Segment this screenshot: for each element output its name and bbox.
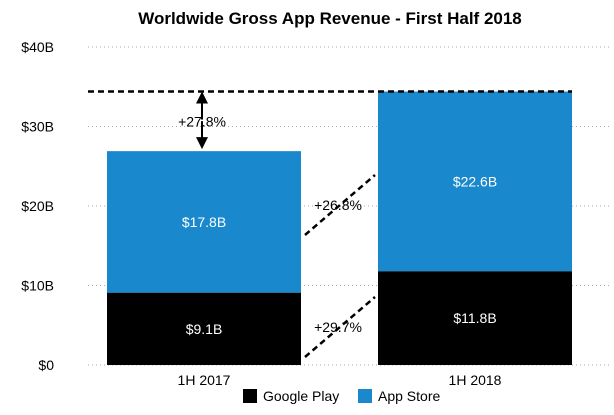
x-tick-label: 1H 2018 — [449, 372, 502, 388]
google-play-growth-label: +29.7% — [314, 319, 362, 335]
x-tick-label: 1H 2017 — [178, 372, 231, 388]
app-store-growth-line — [304, 174, 376, 236]
y-tick-label: $10B — [21, 278, 54, 294]
legend: Google Play App Store — [243, 388, 440, 404]
total-growth-label: +27.8% — [178, 113, 226, 129]
legend-label: Google Play — [263, 388, 339, 404]
app-store-growth-label: +26.8% — [314, 197, 362, 213]
data-label: $17.8B — [182, 214, 226, 230]
y-tick-label: $30B — [21, 119, 54, 135]
y-tick-label: $40B — [21, 39, 54, 55]
bar-app-store — [107, 151, 301, 293]
chart-title: Worldwide Gross App Revenue - First Half… — [138, 9, 522, 28]
data-label: $11.8B — [453, 310, 496, 326]
y-tick-label: $20B — [21, 198, 54, 214]
data-label: $9.1B — [186, 321, 223, 337]
bar-app-store — [378, 91, 572, 272]
legend-swatch — [243, 389, 257, 403]
bar-google-play — [107, 292, 301, 365]
legend-swatch — [358, 389, 372, 403]
data-label: $22.6B — [453, 173, 497, 189]
legend-label: App Store — [378, 388, 440, 404]
y-tick-label: $0 — [38, 357, 54, 373]
google-play-growth-line — [304, 296, 376, 358]
bar-google-play — [378, 271, 572, 365]
